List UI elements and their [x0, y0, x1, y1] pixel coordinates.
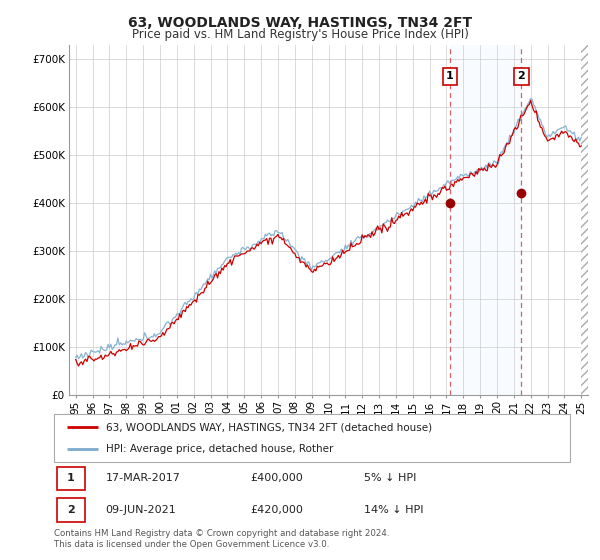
FancyBboxPatch shape [56, 498, 85, 522]
Text: 63, WOODLANDS WAY, HASTINGS, TN34 2FT: 63, WOODLANDS WAY, HASTINGS, TN34 2FT [128, 16, 472, 30]
Text: 2: 2 [518, 71, 526, 81]
Text: Price paid vs. HM Land Registry's House Price Index (HPI): Price paid vs. HM Land Registry's House … [131, 28, 469, 41]
Text: 5% ↓ HPI: 5% ↓ HPI [364, 473, 416, 483]
Text: Contains HM Land Registry data © Crown copyright and database right 2024.
This d: Contains HM Land Registry data © Crown c… [54, 529, 389, 549]
Text: 2: 2 [67, 505, 74, 515]
Text: £420,000: £420,000 [250, 505, 303, 515]
FancyBboxPatch shape [54, 414, 570, 462]
Text: 09-JUN-2021: 09-JUN-2021 [106, 505, 176, 515]
Bar [581, 45, 598, 395]
Text: 1: 1 [446, 71, 454, 81]
Text: 17-MAR-2017: 17-MAR-2017 [106, 473, 181, 483]
Text: 63, WOODLANDS WAY, HASTINGS, TN34 2FT (detached house): 63, WOODLANDS WAY, HASTINGS, TN34 2FT (d… [106, 422, 432, 432]
FancyBboxPatch shape [56, 466, 85, 490]
Text: HPI: Average price, detached house, Rother: HPI: Average price, detached house, Roth… [106, 444, 333, 454]
Text: 14% ↓ HPI: 14% ↓ HPI [364, 505, 423, 515]
Text: 1: 1 [67, 473, 74, 483]
Bar [450, 45, 521, 395]
Bar [581, 45, 596, 395]
Text: £400,000: £400,000 [250, 473, 303, 483]
